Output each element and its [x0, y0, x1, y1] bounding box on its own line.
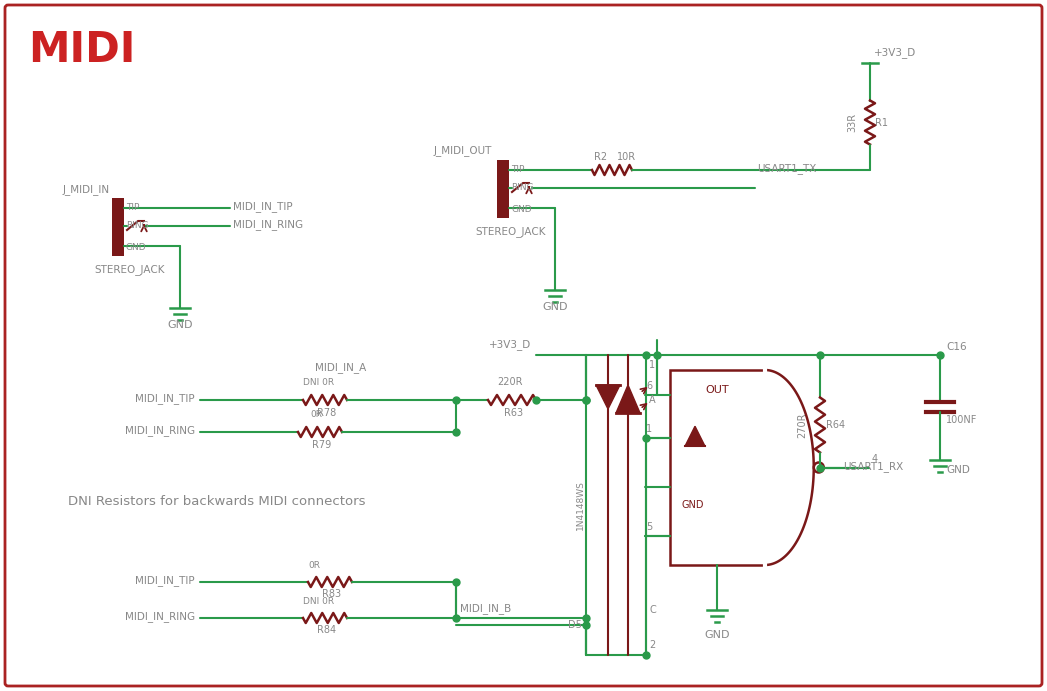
Text: 0R: 0R	[308, 560, 320, 569]
Text: MIDI_IN_RING: MIDI_IN_RING	[125, 612, 195, 623]
Text: MIDI_IN_TIP: MIDI_IN_TIP	[135, 394, 195, 404]
Text: 5: 5	[646, 522, 652, 532]
Text: 270R: 270R	[797, 413, 807, 438]
Text: 2: 2	[649, 640, 655, 650]
Bar	[670, 370, 765, 565]
Text: 100NF: 100NF	[946, 415, 978, 425]
Text: GND: GND	[542, 302, 567, 312]
Text: R84: R84	[317, 625, 336, 635]
Text: +3V3_D: +3V3_D	[874, 48, 916, 59]
Text: TIP: TIP	[511, 164, 525, 173]
Text: MIDI: MIDI	[28, 29, 135, 71]
Text: DNI 0R: DNI 0R	[303, 596, 334, 605]
Text: R63: R63	[504, 408, 524, 418]
Text: 10R: 10R	[617, 152, 637, 162]
Text: C16: C16	[946, 342, 966, 352]
Polygon shape	[685, 426, 705, 446]
Text: GND: GND	[168, 320, 193, 330]
Text: MIDI_IN_A: MIDI_IN_A	[315, 363, 366, 373]
Text: MIDI_IN_B: MIDI_IN_B	[460, 603, 511, 614]
Text: 1: 1	[649, 360, 655, 370]
Text: GND: GND	[682, 500, 705, 510]
Text: R1: R1	[875, 117, 888, 128]
Text: GND: GND	[705, 630, 730, 640]
Text: STEREO_JACK: STEREO_JACK	[94, 265, 164, 276]
Text: USART1_TX: USART1_TX	[757, 164, 817, 174]
Text: DNI 0R: DNI 0R	[303, 377, 334, 386]
Text: 0R: 0R	[310, 410, 322, 419]
Bar	[497, 160, 509, 218]
Text: R83: R83	[322, 589, 341, 599]
Text: DNI Resistors for backwards MIDI connectors: DNI Resistors for backwards MIDI connect…	[68, 495, 365, 508]
Text: MIDI_IN_RING: MIDI_IN_RING	[125, 426, 195, 437]
Text: R64: R64	[826, 420, 845, 430]
Text: MIDI_IN_TIP: MIDI_IN_TIP	[135, 576, 195, 587]
Text: C: C	[649, 605, 655, 615]
Text: RING: RING	[126, 220, 149, 229]
Text: GND: GND	[946, 465, 970, 475]
Bar	[144, 218, 147, 234]
Text: GND: GND	[126, 243, 147, 252]
Text: A: A	[649, 395, 655, 405]
Text: R79: R79	[312, 440, 331, 450]
Text: 1N4148WS: 1N4148WS	[576, 480, 584, 530]
Text: MIDI_IN_RING: MIDI_IN_RING	[233, 220, 304, 231]
Text: J_MIDI_OUT: J_MIDI_OUT	[433, 146, 492, 156]
Text: R2: R2	[594, 152, 607, 162]
Text: MIDI_IN_TIP: MIDI_IN_TIP	[233, 202, 292, 212]
Text: 4: 4	[872, 453, 877, 464]
Text: 6: 6	[646, 381, 652, 391]
Text: OUT: OUT	[706, 385, 729, 395]
Text: USART1_RX: USART1_RX	[843, 461, 904, 472]
Text: +3V3_D: +3V3_D	[489, 339, 531, 350]
Text: STEREO_JACK: STEREO_JACK	[475, 227, 545, 238]
Bar	[112, 198, 124, 256]
Text: GND: GND	[511, 205, 532, 214]
Text: 1: 1	[646, 424, 652, 434]
Text: D5: D5	[569, 620, 582, 630]
Polygon shape	[616, 385, 640, 413]
Text: J_MIDI_IN: J_MIDI_IN	[63, 184, 110, 196]
Text: R78: R78	[317, 408, 336, 418]
Polygon shape	[596, 385, 620, 409]
Text: TIP: TIP	[126, 202, 139, 211]
FancyBboxPatch shape	[5, 5, 1042, 686]
Text: 33R: 33R	[847, 113, 857, 132]
Text: RING: RING	[511, 182, 534, 191]
Text: 220R: 220R	[497, 377, 522, 387]
